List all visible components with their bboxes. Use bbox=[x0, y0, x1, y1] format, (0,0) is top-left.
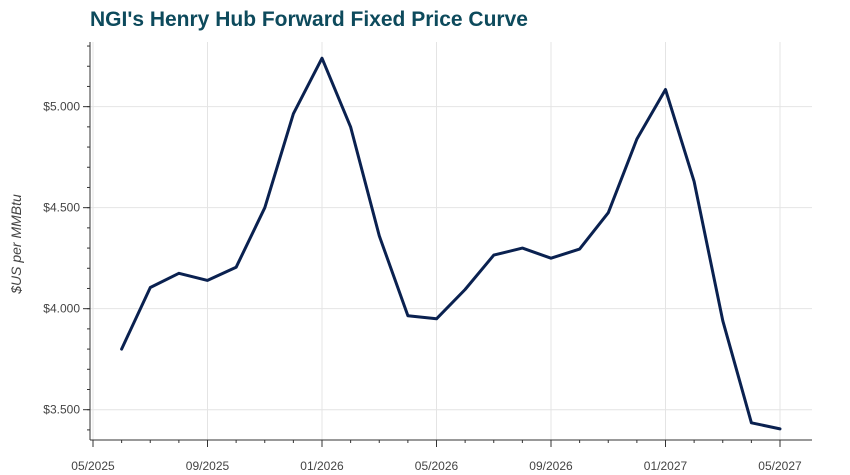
y-tick-label: $5.000 bbox=[43, 100, 80, 114]
chart-title: NGI's Henry Hub Forward Fixed Price Curv… bbox=[90, 8, 528, 31]
y-tick-label: $3.500 bbox=[43, 403, 80, 417]
x-tick-label: 01/2027 bbox=[644, 459, 688, 473]
x-tick-label: 05/2027 bbox=[758, 459, 802, 473]
y-tick-label: $4.000 bbox=[43, 302, 80, 316]
x-tick-label: 09/2026 bbox=[529, 459, 573, 473]
series-line bbox=[120, 56, 782, 431]
x-tick-label: 09/2025 bbox=[186, 459, 230, 473]
grid bbox=[90, 42, 812, 440]
x-tick-label: 05/2026 bbox=[415, 459, 459, 473]
y-tick-label: $4.500 bbox=[43, 201, 80, 215]
series-layer bbox=[120, 56, 782, 431]
x-tick-label: 01/2026 bbox=[300, 459, 344, 473]
x-tick-label: 05/2025 bbox=[71, 459, 115, 473]
axes: $3.500 $4.000 $4.500 $5.000 05/2025 09/2025 01… bbox=[43, 42, 812, 473]
